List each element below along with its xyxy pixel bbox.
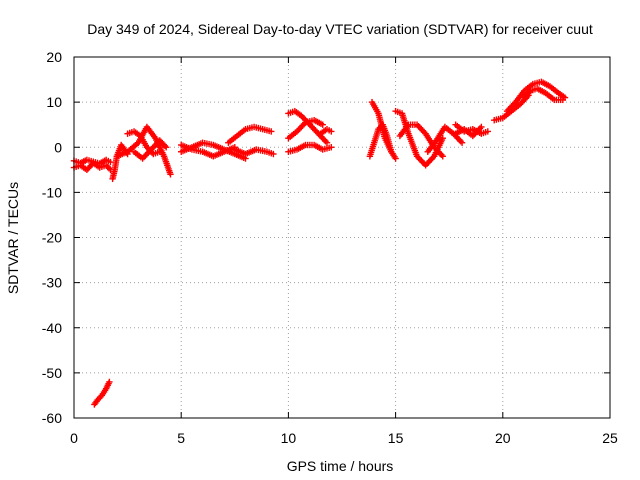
- data-point: [161, 142, 169, 150]
- y-tick-label: -40: [42, 320, 62, 336]
- series-t17: [366, 121, 395, 160]
- data-point: [107, 158, 114, 166]
- series-t11: [231, 146, 277, 158]
- y-tick-label: -20: [42, 230, 62, 246]
- data-point: [559, 96, 567, 104]
- series-t13: [285, 116, 326, 142]
- series-t25: [521, 85, 567, 104]
- x-tick-label: 10: [281, 430, 297, 446]
- series-t12: [285, 107, 331, 146]
- series-t15: [317, 126, 335, 137]
- data-point: [526, 88, 533, 96]
- y-tick-label: -50: [42, 365, 62, 381]
- x-tick-label: 25: [602, 430, 618, 446]
- series-t20: [424, 123, 466, 155]
- y-tick-label: 0: [54, 139, 62, 155]
- series-t7: [130, 137, 170, 162]
- y-tick-label: -10: [42, 184, 62, 200]
- x-tick-label: 0: [70, 430, 78, 446]
- data-point: [458, 139, 466, 146]
- data-point: [323, 139, 331, 146]
- data-point: [478, 123, 485, 131]
- series-t5: [113, 123, 174, 178]
- data-point: [268, 128, 275, 135]
- data-point: [388, 148, 395, 155]
- y-tick-label: -30: [42, 275, 62, 291]
- y-tick-label: 10: [46, 94, 62, 110]
- series-t14: [285, 141, 335, 155]
- x-axis-label: GPS time / hours: [287, 458, 394, 474]
- data-point: [270, 150, 277, 158]
- data-point: [319, 121, 326, 128]
- series-t3: [91, 378, 113, 408]
- data-point: [106, 378, 113, 386]
- series-t22: [452, 121, 491, 137]
- data-point: [156, 148, 163, 155]
- x-tick-label: 20: [495, 430, 511, 446]
- y-tick-label: 20: [46, 49, 62, 65]
- data-points: [70, 78, 569, 408]
- series-t10: [225, 123, 275, 146]
- series-t24: [503, 78, 569, 115]
- grid-lines: [74, 57, 610, 418]
- data-point: [328, 128, 335, 135]
- x-tick-label: 5: [177, 430, 185, 446]
- y-tick-label: -60: [42, 410, 62, 426]
- series-t2: [70, 156, 114, 167]
- x-tick-label: 15: [388, 430, 404, 446]
- axis-ticks: 0 5 10 15 20 25 -60 -50 -40 -30 -20 -10 0 10 20: [42, 49, 618, 446]
- data-point: [167, 171, 174, 178]
- data-point: [484, 128, 491, 135]
- data-point: [439, 135, 446, 142]
- data-point: [328, 144, 335, 151]
- data-point: [392, 155, 399, 162]
- data-point: [439, 153, 446, 160]
- y-axis-label: SDTVAR / TECUs: [5, 182, 21, 294]
- chart-title: Day 349 of 2024, Sidereal Day-to-day VTE…: [87, 21, 593, 37]
- data-point: [162, 144, 170, 151]
